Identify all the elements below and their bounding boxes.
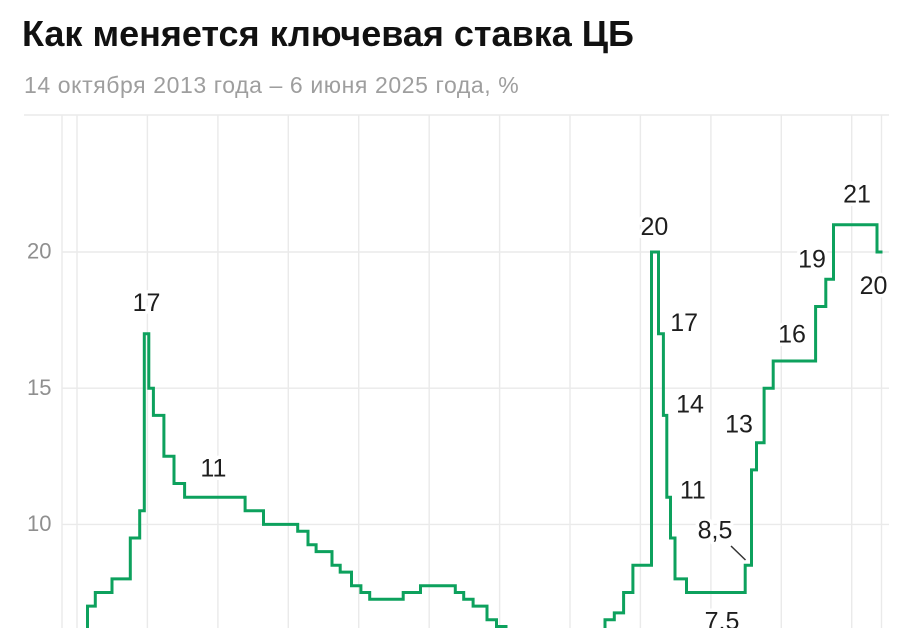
svg-text:20: 20 [640,213,668,241]
svg-text:17: 17 [133,289,161,317]
svg-text:14: 14 [676,391,704,419]
svg-text:20: 20 [860,272,888,300]
svg-text:16: 16 [778,321,806,349]
svg-text:11: 11 [200,454,226,482]
svg-text:7,5: 7,5 [705,607,740,628]
svg-text:8,5: 8,5 [698,517,733,545]
svg-text:10: 10 [27,511,51,536]
svg-text:20: 20 [27,239,51,264]
svg-text:21: 21 [843,181,871,209]
svg-text:13: 13 [725,411,753,439]
svg-text:19: 19 [798,246,826,274]
svg-text:15: 15 [27,375,51,400]
svg-text:11: 11 [680,477,706,505]
svg-text:17: 17 [670,309,698,337]
